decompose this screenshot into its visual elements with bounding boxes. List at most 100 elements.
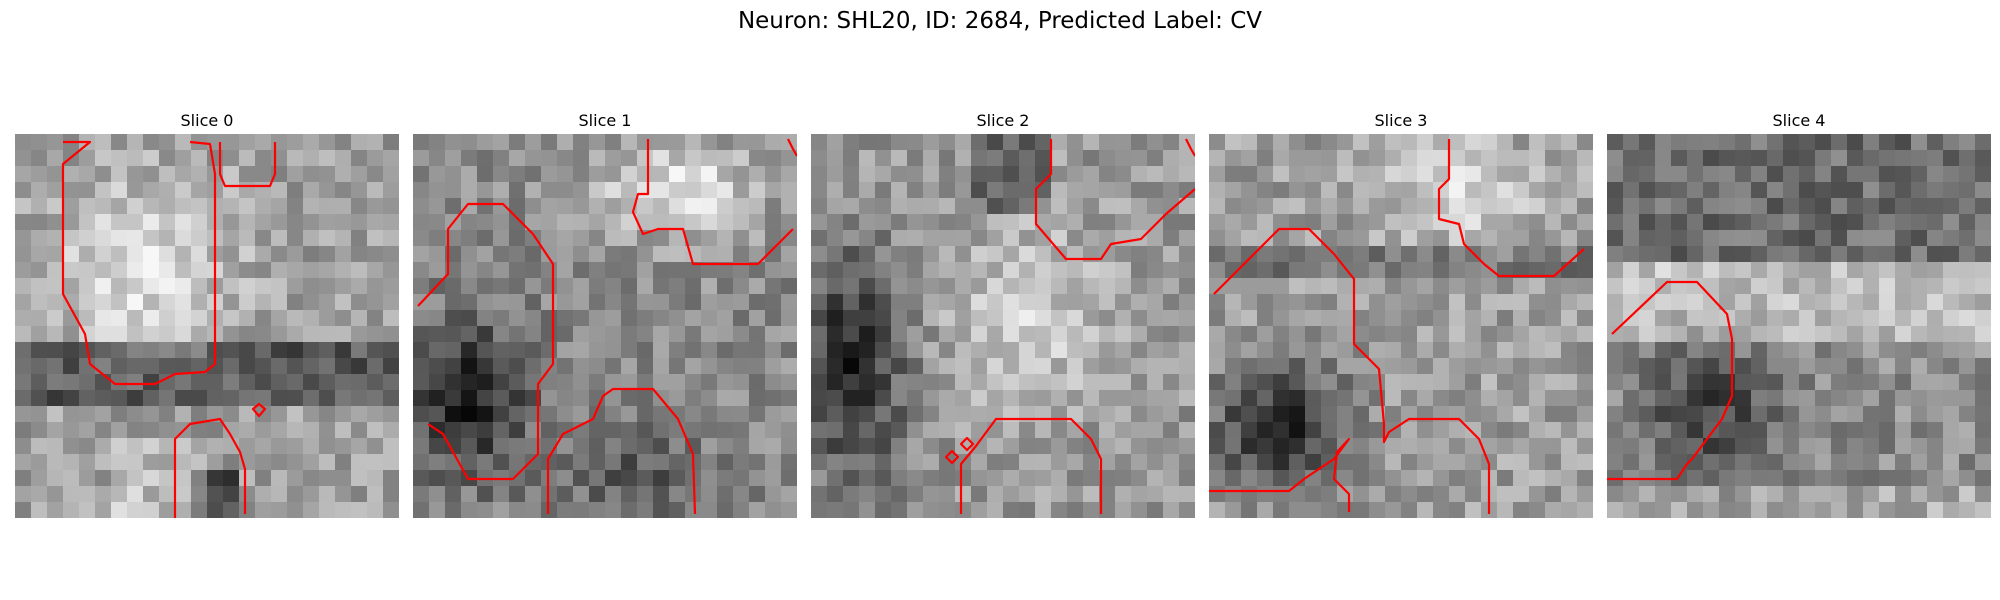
pixel xyxy=(1799,134,1815,150)
pixel xyxy=(1179,214,1195,230)
pixel xyxy=(1735,358,1751,374)
pixel xyxy=(1623,182,1639,198)
pixel xyxy=(557,502,573,518)
pixel xyxy=(15,182,31,198)
pixel xyxy=(781,278,797,294)
pixel xyxy=(1719,278,1735,294)
pixel xyxy=(955,358,971,374)
pixel xyxy=(1879,438,1895,454)
pixel xyxy=(1655,262,1671,278)
pixel xyxy=(541,134,557,150)
pixel xyxy=(1545,166,1561,182)
pixel xyxy=(159,406,175,422)
pixel xyxy=(95,278,111,294)
pixel xyxy=(1289,342,1305,358)
pixel xyxy=(223,294,239,310)
pixel xyxy=(461,374,477,390)
pixel xyxy=(15,294,31,310)
pixel xyxy=(1273,374,1289,390)
pixel xyxy=(1417,182,1433,198)
pixel xyxy=(239,230,255,246)
pixel xyxy=(1241,278,1257,294)
pixel xyxy=(971,422,987,438)
pixel xyxy=(223,502,239,518)
pixel xyxy=(287,230,303,246)
pixel xyxy=(1131,470,1147,486)
pixel xyxy=(1305,230,1321,246)
pixel xyxy=(1927,422,1943,438)
pixel xyxy=(1433,310,1449,326)
pixel xyxy=(1671,502,1687,518)
pixel xyxy=(1751,502,1767,518)
pixel xyxy=(127,358,143,374)
pixel xyxy=(1099,454,1115,470)
pixel xyxy=(1975,182,1991,198)
pixel xyxy=(1115,262,1131,278)
pixel xyxy=(765,454,781,470)
pixel xyxy=(1369,134,1385,150)
pixel xyxy=(1369,454,1385,470)
slice-2-svg xyxy=(811,134,1195,518)
pixel xyxy=(939,486,955,502)
pixel xyxy=(685,262,701,278)
pixel xyxy=(477,422,493,438)
pixel xyxy=(1927,150,1943,166)
pixel xyxy=(1273,342,1289,358)
pixel xyxy=(1751,390,1767,406)
pixel xyxy=(733,406,749,422)
pixel xyxy=(1401,438,1417,454)
pixel xyxy=(1623,294,1639,310)
pixel xyxy=(79,230,95,246)
pixel xyxy=(1561,214,1577,230)
pixel xyxy=(1879,262,1895,278)
pixel xyxy=(749,342,765,358)
pixel xyxy=(303,294,319,310)
pixel xyxy=(175,470,191,486)
slice-4-svg xyxy=(1607,134,1991,518)
pixel xyxy=(1337,390,1353,406)
pixel xyxy=(287,438,303,454)
pixel xyxy=(765,358,781,374)
pixel xyxy=(79,150,95,166)
pixel xyxy=(383,502,399,518)
pixel xyxy=(1577,198,1593,214)
pixel xyxy=(669,182,685,198)
pixel xyxy=(843,230,859,246)
pixel xyxy=(1577,486,1593,502)
pixel xyxy=(1003,262,1019,278)
pixel xyxy=(367,150,383,166)
pixel xyxy=(1497,310,1513,326)
pixel xyxy=(1273,278,1289,294)
pixel xyxy=(669,358,685,374)
pixel xyxy=(1163,278,1179,294)
pixel xyxy=(781,262,797,278)
pixel xyxy=(303,278,319,294)
pixel xyxy=(477,230,493,246)
pixel xyxy=(47,342,63,358)
pixel xyxy=(445,406,461,422)
pixel xyxy=(1815,198,1831,214)
pixel xyxy=(287,470,303,486)
pixel xyxy=(1927,278,1943,294)
pixel xyxy=(1209,198,1225,214)
pixel xyxy=(111,262,127,278)
pixel xyxy=(1385,310,1401,326)
pixel xyxy=(319,374,335,390)
pixel xyxy=(207,486,223,502)
pixel xyxy=(701,390,717,406)
pixel xyxy=(111,374,127,390)
pixel xyxy=(1799,278,1815,294)
pixel xyxy=(1035,438,1051,454)
pixel xyxy=(47,166,63,182)
pixel xyxy=(1337,342,1353,358)
pixel xyxy=(1003,198,1019,214)
pixel xyxy=(1815,134,1831,150)
pixel xyxy=(653,454,669,470)
pixel xyxy=(1067,326,1083,342)
pixel xyxy=(1417,454,1433,470)
pixel xyxy=(1433,246,1449,262)
pixel xyxy=(1337,454,1353,470)
pixel xyxy=(1051,390,1067,406)
pixel xyxy=(1003,486,1019,502)
pixel xyxy=(733,486,749,502)
